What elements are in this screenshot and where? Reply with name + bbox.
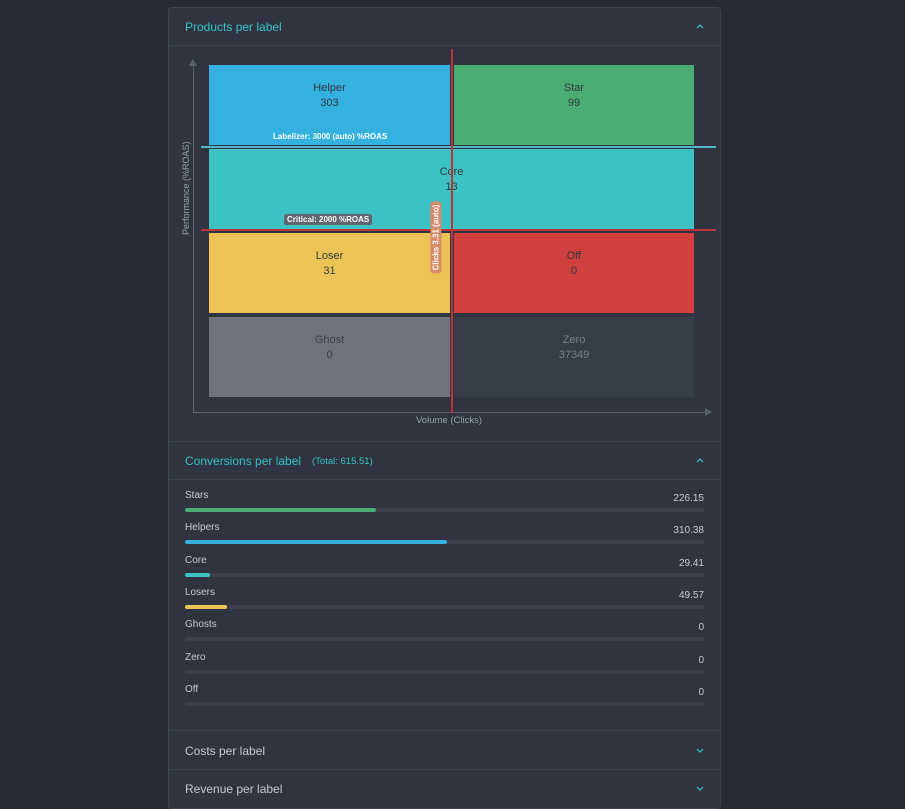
clicks-threshold-line[interactable] [451,49,453,413]
chevron-down-icon[interactable] [694,782,706,794]
chevron-up-icon[interactable] [694,454,706,466]
cell-star[interactable]: Star 99 [454,65,694,145]
conversion-bar-track [185,701,704,706]
y-axis [193,64,194,413]
conversions-section-title: Conversions per label [185,454,302,468]
conversion-bar-track [185,572,704,577]
conversion-value: 49.57 [678,589,704,601]
conversion-label: Losers [185,586,216,598]
cell-zero[interactable]: Zero 37349 [454,317,694,397]
conversion-row-off[interactable]: Off 0 [185,684,704,716]
cell-off-value: 0 [570,265,578,277]
conversion-value: 226.15 [673,493,704,504]
conversion-label: Stars [185,490,209,501]
conversion-bar-track [185,604,704,609]
x-axis-label: Volume (Clicks) [416,415,482,426]
x-axis-arrow [705,408,712,416]
cell-star-value: 99 [567,97,581,109]
conversion-label: Core [185,554,207,566]
conversion-value: 0 [698,686,704,698]
cell-ghost-value: 0 [326,349,333,361]
conversion-row-stars[interactable]: Stars 226.15 [185,490,704,522]
conversion-row-zero[interactable]: Zero 0 [185,652,704,684]
conversion-label: Zero [185,651,206,663]
conversion-label: Off [185,683,199,695]
revenue-section-title: Revenue per label [185,782,283,796]
conversion-bar-track [185,669,704,674]
conversion-bar-track [185,540,704,545]
cell-helper-value: 303 [320,97,339,109]
cell-helper-name: Helper [313,82,346,94]
conversion-row-core[interactable]: Core 29.41 [185,555,704,587]
conversion-label: Ghosts [185,619,217,631]
conversion-row-helpers[interactable]: Helpers 310.38 [185,522,704,554]
cell-off-name: Off [566,250,582,262]
cell-ghost-name: Ghost [314,334,345,346]
products-section-header[interactable]: Products per label [169,8,720,46]
critical-tag: Critical: 2000 %ROAS [284,214,373,225]
labelizer-threshold-line[interactable] [201,146,716,148]
conversion-bar-track [185,637,704,642]
cell-zero-name: Zero [562,334,586,346]
clicks-tag: Clicks 3.31 (auto) [430,201,442,274]
conversion-bar-fill [185,508,376,512]
cell-loser-name: Loser [315,250,344,262]
cell-star-name: Star [563,82,585,94]
conversion-value: 310.38 [673,525,704,537]
conversion-row-losers[interactable]: Losers 49.57 [185,587,704,619]
conversion-value: 0 [698,622,704,634]
costs-section-title: Costs per label [185,744,266,758]
cell-loser-value: 31 [323,265,336,277]
conversion-bar-track [185,508,704,512]
conversion-value: 29.41 [678,557,704,569]
label-analytics-panel: Products per label Performance (%ROAS) V… [168,7,721,809]
revenue-section-header[interactable]: Revenue per label [169,769,720,808]
costs-section-header[interactable]: Costs per label [169,730,720,770]
quadrant-chart: Performance (%ROAS) Volume (Clicks) Help… [169,46,720,441]
labelizer-tag: Labelizer: 3000 (auto) %ROAS [273,132,388,141]
conversions-section-header[interactable]: Conversions per label (Total: 615.51) [169,441,720,480]
conversions-total: (Total: 615.51) [312,456,373,467]
conversion-bar-fill [185,604,228,609]
x-axis [193,412,706,413]
conversion-label: Helpers [185,522,220,534]
chevron-up-icon[interactable] [694,20,706,32]
cell-ghost[interactable]: Ghost 0 [209,317,450,397]
conversion-bar-fill [185,540,447,545]
cell-off[interactable]: Off 0 [454,233,694,313]
conversion-value: 0 [698,654,704,666]
cell-helper[interactable]: Helper 303 [209,65,450,145]
y-axis-label: Performance (%ROAS) [181,141,191,235]
cell-zero-value: 37349 [558,349,590,361]
products-section-title: Products per label [185,20,282,34]
conversion-bar-fill [185,572,210,577]
chevron-down-icon[interactable] [694,744,706,756]
critical-threshold-line[interactable] [201,229,716,231]
cell-loser[interactable]: Loser 31 [209,233,450,313]
y-axis-arrow [189,59,197,66]
conversion-row-ghosts[interactable]: Ghosts 0 [185,619,704,651]
